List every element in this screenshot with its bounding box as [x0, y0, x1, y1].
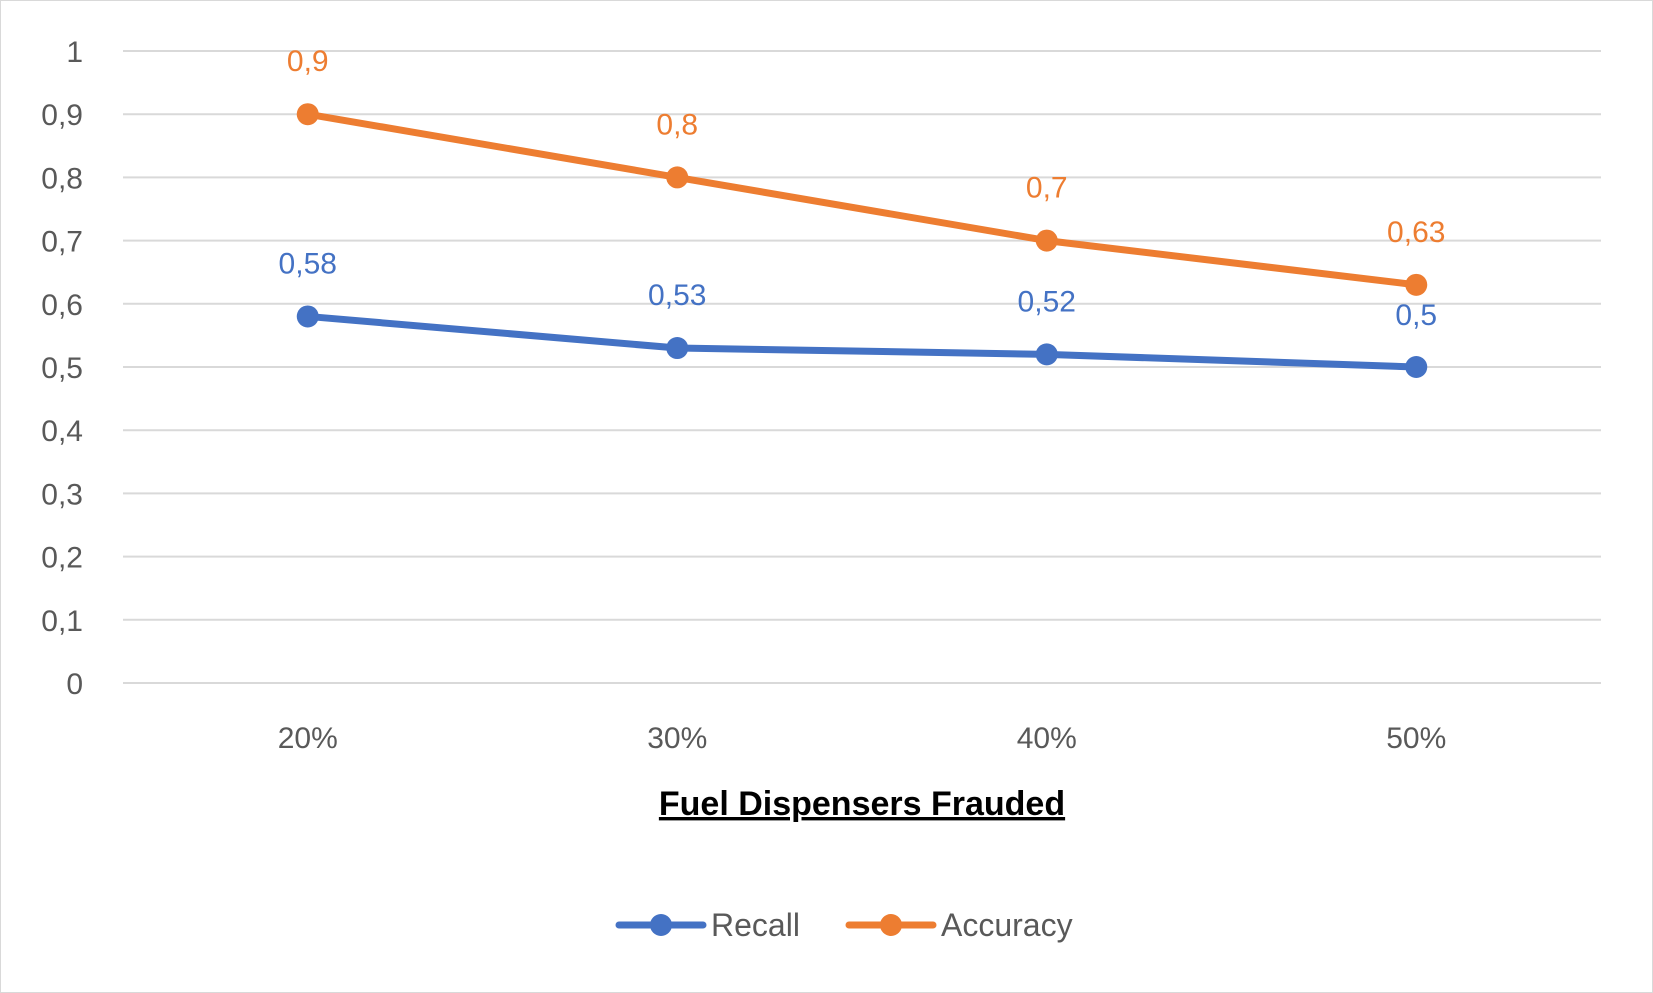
y-tick-label: 0,3 — [41, 478, 83, 511]
y-tick-label: 0 — [66, 668, 83, 701]
legend-item-recall: Recall — [615, 907, 800, 943]
x-tick-label: 40% — [1017, 722, 1077, 755]
y-tick-label: 0,5 — [41, 352, 83, 385]
gridlines — [123, 50, 1601, 684]
legend: Recall Accuracy — [615, 907, 1073, 943]
y-tick-label: 0,1 — [41, 605, 83, 638]
legend-label: Accuracy — [941, 907, 1073, 943]
legend-swatch-marker — [880, 914, 902, 936]
x-tick-label: 30% — [647, 722, 707, 755]
series-markers — [296, 103, 1428, 378]
x-tick-label: 50% — [1386, 722, 1446, 755]
y-tick-label: 0,4 — [41, 415, 83, 448]
data-label-accuracy: 0,7 — [1026, 172, 1068, 205]
legend-label: Recall — [711, 907, 800, 943]
x-tick-label: 20% — [278, 722, 338, 755]
series-lines — [304, 110, 1420, 371]
data-point-accuracy — [1405, 273, 1428, 296]
data-point-recall — [1405, 356, 1428, 378]
data-point-recall — [1035, 343, 1058, 366]
y-tick-label: 0,6 — [41, 289, 83, 322]
data-point-accuracy — [666, 166, 689, 189]
data-label-accuracy: 0,9 — [287, 45, 329, 78]
data-label-recall: 0,53 — [648, 279, 706, 312]
y-tick-label: 0,2 — [41, 542, 83, 575]
y-tick-label: 0,7 — [41, 226, 83, 259]
data-point-recall — [296, 305, 319, 328]
legend-item-accuracy: Accuracy — [845, 907, 1073, 943]
series-line-accuracy — [304, 110, 1420, 289]
y-tick-label: 0,8 — [41, 162, 83, 195]
data-label-accuracy: 0,8 — [656, 108, 698, 141]
legend-swatch-marker — [650, 914, 672, 936]
data-point-accuracy — [296, 103, 319, 126]
data-label-recall: 0,5 — [1395, 299, 1437, 332]
x-axis-tick-labels: 20% 30% 40% 50% — [278, 722, 1447, 755]
y-axis-tick-labels: 0 0,1 0,2 0,3 0,4 0,5 0,6 0,7 0,8 0,9 1 — [41, 36, 83, 701]
data-label-recall: 0,58 — [279, 247, 337, 280]
data-point-accuracy — [1035, 229, 1058, 252]
y-tick-label: 0,9 — [41, 99, 83, 132]
y-tick-label: 1 — [66, 36, 83, 69]
data-point-recall — [666, 337, 689, 360]
x-axis-title: Fuel Dispensers Frauded — [659, 785, 1065, 823]
series-line-recall — [304, 312, 1420, 371]
data-labels: 0,58 0,53 0,52 0,5 0,9 0,8 0,7 0,63 — [279, 45, 1446, 332]
data-label-recall: 0,52 — [1018, 285, 1076, 318]
data-label-accuracy: 0,63 — [1387, 216, 1445, 249]
